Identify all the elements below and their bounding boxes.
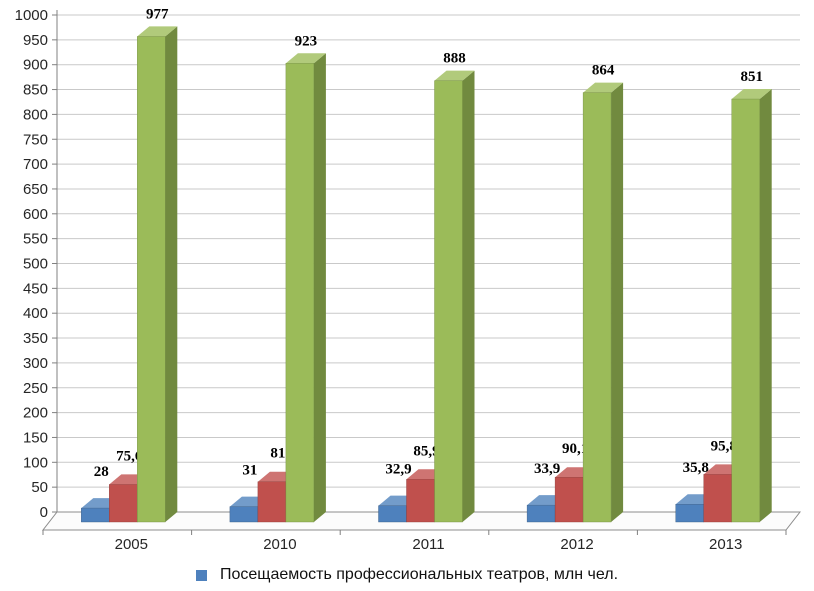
bar [526, 504, 556, 523]
y-tick-label: 900 [23, 57, 48, 74]
y-tick-label: 200 [23, 405, 48, 422]
y-tick-label: 0 [40, 504, 48, 521]
bar [434, 80, 463, 523]
value-label: 864 [592, 63, 615, 79]
bar-side-face [611, 82, 624, 522]
category-label: 2011 [412, 536, 444, 553]
value-label: 33,9 [534, 461, 560, 477]
bar-chart: 0 50 100 150 200 250 300 350 400 450 500 550 600 650 7… [15, 6, 802, 553]
bar [81, 507, 110, 523]
category-label: 2010 [263, 536, 296, 553]
y-tick-label: 50 [31, 479, 48, 496]
bar-side-face [462, 70, 475, 522]
value-label: 851 [740, 69, 763, 85]
value-label: 977 [146, 6, 169, 22]
bar [285, 63, 315, 523]
y-tick-label: 250 [23, 380, 48, 397]
chart-canvas: 0 50 100 150 200 250 300 350 400 450 500 550 600 650 7… [15, 6, 802, 553]
value-label: 31 [242, 463, 257, 479]
value-label: 35,8 [683, 460, 709, 476]
bar-top-face [434, 70, 475, 81]
bar [675, 504, 704, 523]
bar-top-face [137, 26, 178, 37]
bar-top-face [731, 89, 772, 100]
y-tick-label: 750 [23, 131, 48, 148]
bar [229, 506, 259, 523]
value-label: 90,1 [562, 441, 588, 457]
bar [554, 477, 584, 523]
bar-top-face [285, 53, 326, 64]
value-label: 95,8 [711, 438, 737, 454]
bar [137, 36, 166, 523]
legend-swatch [195, 569, 207, 581]
y-tick-label: 400 [23, 305, 48, 322]
value-label: 28 [94, 464, 109, 480]
legend-label: Посещаемость профессиональных театров, м… [219, 566, 619, 583]
y-tick-label: 300 [23, 355, 48, 372]
category-label: 2013 [709, 536, 742, 553]
bar [257, 481, 287, 523]
value-label: 81 [270, 446, 285, 462]
y-tick-label: 600 [23, 206, 48, 223]
y-tick-label: 350 [23, 330, 48, 347]
category-label: 2012 [560, 536, 593, 553]
bar-side-face [313, 53, 326, 522]
chart-legend: Посещаемость профессиональных театров, м… [0, 560, 814, 590]
y-tick-label: 700 [23, 156, 48, 173]
y-tick-label: 150 [23, 429, 48, 446]
bar-side-face [165, 26, 178, 522]
category-label: 2005 [115, 536, 148, 553]
bar [406, 479, 435, 523]
bar [703, 474, 732, 523]
bar-top-face [583, 82, 624, 93]
value-label: 32,9 [385, 462, 411, 478]
y-tick-label: 100 [23, 454, 48, 471]
value-label: 75,6 [116, 448, 143, 464]
y-tick-label: 950 [23, 32, 48, 49]
bar [109, 484, 138, 523]
value-label: 888 [443, 51, 466, 67]
bar [582, 92, 612, 523]
bar [378, 505, 407, 523]
value-label: 85,9 [413, 443, 439, 459]
bar-side-face [759, 89, 772, 522]
y-tick-label: 550 [23, 231, 48, 248]
bar [731, 98, 760, 523]
y-tick-label: 850 [23, 82, 48, 99]
y-tick-label: 800 [23, 106, 48, 123]
y-tick-label: 500 [23, 256, 48, 273]
y-tick-label: 450 [23, 280, 48, 297]
y-tick-label: 650 [23, 181, 48, 198]
y-tick-label: 1000 [15, 7, 48, 24]
value-label: 923 [295, 33, 318, 49]
